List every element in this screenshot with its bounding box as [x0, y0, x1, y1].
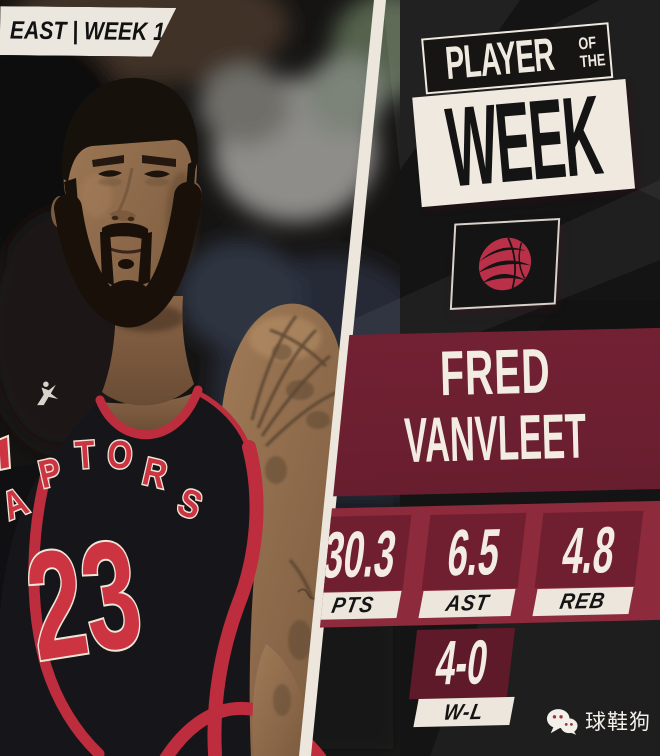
- beard: [54, 182, 202, 328]
- tattooed-arm: [220, 303, 344, 756]
- award-logo-the: THE: [579, 50, 607, 72]
- stat-value: 6.5: [443, 513, 505, 590]
- jersey-letter-partial: [0, 434, 12, 472]
- player-head: [51, 77, 202, 406]
- jersey: Sun Life A P T O R S 23: [0, 340, 327, 756]
- record-value: 4-0: [431, 627, 493, 699]
- player-first-name: FRED: [438, 336, 552, 410]
- jersey-letter: T: [74, 433, 97, 478]
- face-features: [92, 155, 176, 261]
- stat-label: PTS: [329, 592, 377, 619]
- jersey-letter: O: [106, 432, 134, 477]
- stat-box-assists: 6.5: [421, 512, 527, 591]
- stat-label-box-rebounds: REB: [532, 586, 634, 617]
- stat-value: 4.8: [558, 511, 620, 588]
- conference-week-text: EAST | WEEK 12: [9, 15, 177, 47]
- watermark-text: 球鞋狗: [585, 709, 651, 734]
- player-last-name: VANVLEET: [403, 401, 587, 477]
- stat-value: 30.3: [319, 515, 401, 592]
- award-logo-of: OF: [577, 32, 597, 54]
- raptors-logo: [449, 218, 561, 310]
- stat-label: REB: [558, 588, 608, 615]
- stat-box-rebounds: 4.8: [534, 510, 644, 589]
- award-logo-ofthe-text: OF THE: [577, 32, 607, 72]
- record-box: 4-0: [408, 627, 516, 700]
- conference-week-badge: EAST | WEEK 12: [0, 6, 176, 57]
- jumpman-icon: [37, 381, 58, 406]
- raptors-claw-basketball-icon: [478, 237, 532, 291]
- record-label: W-L: [441, 699, 487, 725]
- wechat-icon: [546, 709, 578, 735]
- record-label-box: W-L: [413, 696, 515, 728]
- award-logo-week-text: WEEK: [441, 72, 606, 212]
- stat-label: AST: [443, 590, 491, 617]
- award-logo-week-box: WEEK: [412, 72, 636, 212]
- player-of-the-week-logo: PLAYER OF THE WEEK: [407, 15, 640, 212]
- stat-label-box-assists: AST: [418, 588, 516, 619]
- watermark: 球鞋狗: [546, 707, 651, 737]
